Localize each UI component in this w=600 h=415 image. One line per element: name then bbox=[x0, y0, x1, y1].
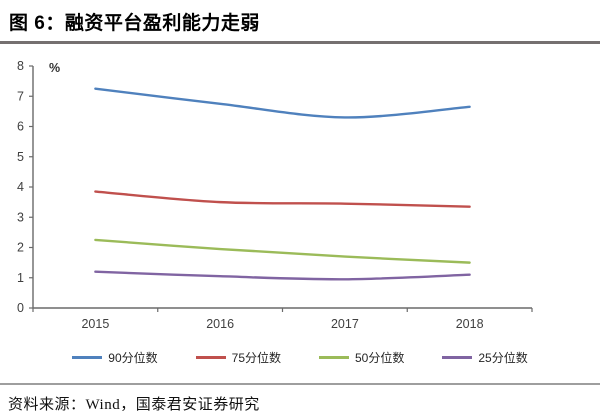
figure-header: 图 6：融资平台盈利能力走弱 bbox=[0, 0, 600, 44]
chart-legend: 90分位数 75分位数 50分位数 25分位数 bbox=[0, 349, 600, 365]
y-axis-unit-label: % bbox=[49, 61, 60, 75]
legend-swatch bbox=[442, 355, 473, 359]
y-tick-label: 7 bbox=[17, 89, 24, 103]
series-line-50分位数 bbox=[94, 238, 471, 264]
x-tick-label: 2015 bbox=[81, 317, 109, 331]
legend-item: 25分位数 bbox=[442, 349, 528, 366]
x-tick-label: 2017 bbox=[331, 317, 359, 331]
source-note: 资料来源：Wind，国泰君安证券研究 bbox=[8, 397, 260, 413]
y-tick-label: 5 bbox=[17, 150, 24, 164]
series-line-25分位数 bbox=[94, 270, 471, 281]
plot-area: 0 1 2 3 4 5 6 7 8 % 2015 2016 2017 2018 bbox=[17, 59, 533, 331]
y-tick-label: 1 bbox=[17, 271, 24, 285]
legend-swatch bbox=[72, 355, 103, 359]
y-tick-label: 3 bbox=[17, 210, 24, 224]
line-chart: 0 1 2 3 4 5 6 7 8% 2015 2016 2017 2018 90分位数 75分位数 50分… bbox=[0, 44, 600, 365]
x-tick-label: 2016 bbox=[206, 317, 234, 331]
y-tick-label: 0 bbox=[17, 301, 24, 315]
x-tick-label: 2018 bbox=[456, 317, 484, 331]
y-tick-label: 4 bbox=[17, 180, 24, 194]
legend-label: 50分位数 bbox=[355, 350, 405, 365]
legend-label: 25分位数 bbox=[478, 350, 528, 365]
series-line-90分位数 bbox=[94, 87, 471, 119]
series-line-75分位数 bbox=[94, 190, 471, 208]
legend-item: 75分位数 bbox=[195, 349, 281, 366]
legend-label: 75分位数 bbox=[231, 350, 281, 365]
bottom-divider bbox=[0, 383, 600, 385]
legend-item: 90分位数 bbox=[72, 349, 158, 366]
legend-label: 90分位数 bbox=[108, 350, 158, 365]
figure-title: 图 6：融资平台盈利能力走弱 bbox=[9, 13, 260, 34]
legend-swatch bbox=[319, 355, 349, 359]
y-tick-label: 2 bbox=[17, 241, 24, 255]
title-divider bbox=[0, 41, 600, 44]
legend-swatch bbox=[195, 355, 226, 359]
y-tick-label: 8 bbox=[17, 59, 24, 73]
y-tick-label: 6 bbox=[17, 120, 24, 134]
legend-item: 50分位数 bbox=[319, 349, 404, 366]
